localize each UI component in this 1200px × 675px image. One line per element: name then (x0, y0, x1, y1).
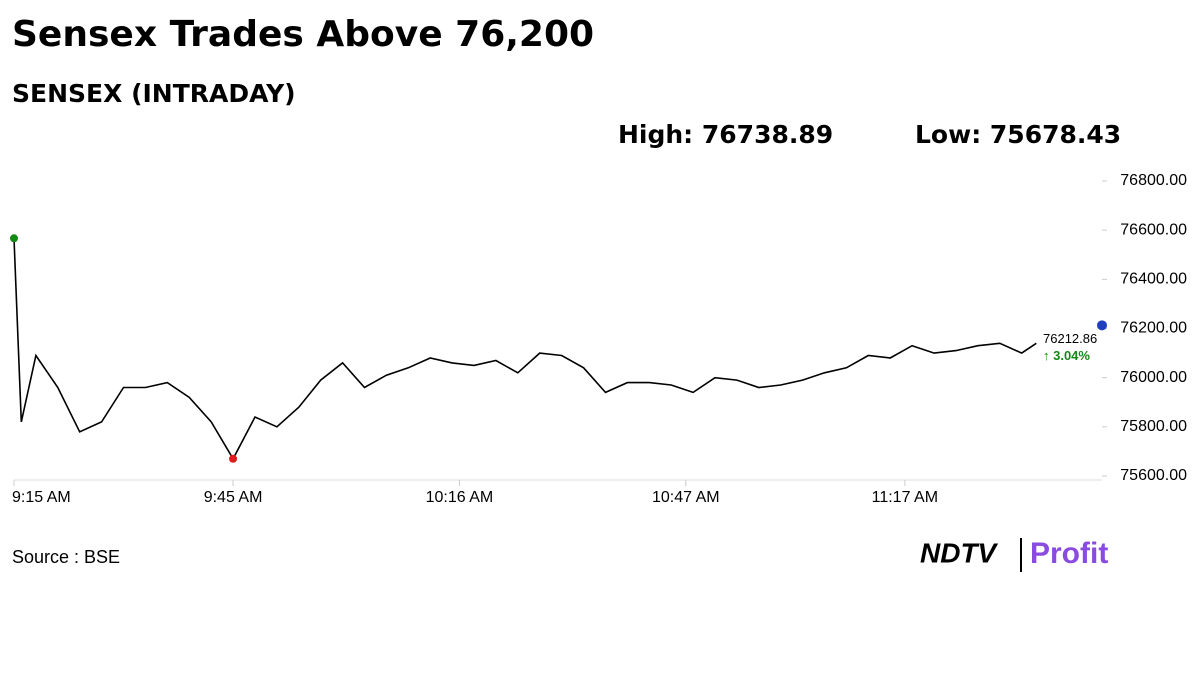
y-tick-label: 76600.00 (1120, 221, 1187, 238)
low-point (229, 454, 238, 463)
y-tick-label: 76200.00 (1120, 320, 1187, 337)
high-label: High: 76738.89 (618, 120, 833, 149)
logo-right: Profit (1030, 537, 1108, 570)
line (13, 238, 1037, 461)
source: Source : BSE (12, 547, 120, 567)
y-tick-label: 76400.00 (1120, 271, 1187, 288)
last-point (1097, 320, 1107, 331)
chart-subtitle: SENSEX (INTRADAY) (12, 79, 296, 108)
y-tick-label: 76000.00 (1120, 369, 1187, 386)
y-tick-label: 76800.00 (1120, 172, 1187, 189)
change-label: ↑ 3.04% (1043, 348, 1090, 363)
y-tick-label: 75800.00 (1120, 418, 1187, 435)
low-label: Low: 75678.43 (915, 120, 1121, 149)
x-tick-label: 10:47 AM (652, 489, 720, 506)
y-tick-label: 75600.00 (1120, 467, 1187, 484)
x-tick-label: 10:16 AM (426, 489, 494, 506)
logo-left: NDTV (920, 537, 999, 568)
start-point (10, 234, 18, 243)
chart-title: Sensex Trades Above 76,200 (12, 14, 594, 55)
last-label: 76212.86 (1043, 331, 1097, 346)
x-tick-label: 9:15 AM (12, 489, 71, 506)
x-tick-label: 9:45 AM (204, 489, 263, 506)
x-tick-label: 11:17 AM (872, 489, 938, 506)
